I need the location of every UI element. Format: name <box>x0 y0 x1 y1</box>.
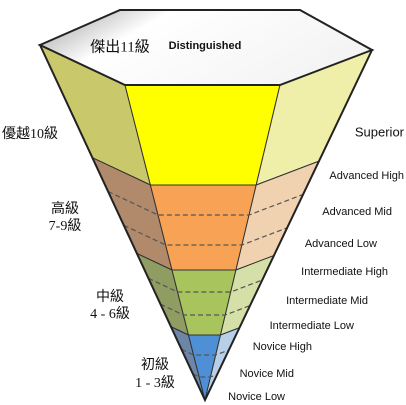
proficiency-pyramid: 傑出11級 Distinguished 優越10級 高級 7-9級 中級 4 -… <box>0 0 406 405</box>
right-label: Advanced Mid <box>322 206 392 218</box>
right-label: Superior <box>355 124 405 139</box>
right-label: Novice Low <box>228 391 285 403</box>
left-label: 初級 <box>141 356 169 373</box>
pyramid-faces <box>40 45 372 400</box>
left-label: 優越10級 <box>2 126 58 142</box>
right-label: Novice High <box>253 341 312 353</box>
left-label: 中級 <box>96 289 124 305</box>
right-label: Intermediate High <box>301 266 388 278</box>
top-chinese: 傑出11級 <box>90 38 149 55</box>
right-label: Advanced Low <box>305 238 377 250</box>
right-label: Advanced High <box>329 170 404 182</box>
right-label: Intermediate Low <box>270 320 354 332</box>
left-label: 7-9級 <box>49 218 82 234</box>
left-label: 4 - 6級 <box>90 306 130 322</box>
band-face <box>125 85 280 185</box>
top-english: Distinguished <box>169 40 242 52</box>
right-label: Intermediate Mid <box>286 295 368 307</box>
left-label: 1 - 3級 <box>135 375 175 391</box>
right-label: Novice Mid <box>240 368 294 380</box>
left-label: 高級 <box>51 200 79 217</box>
